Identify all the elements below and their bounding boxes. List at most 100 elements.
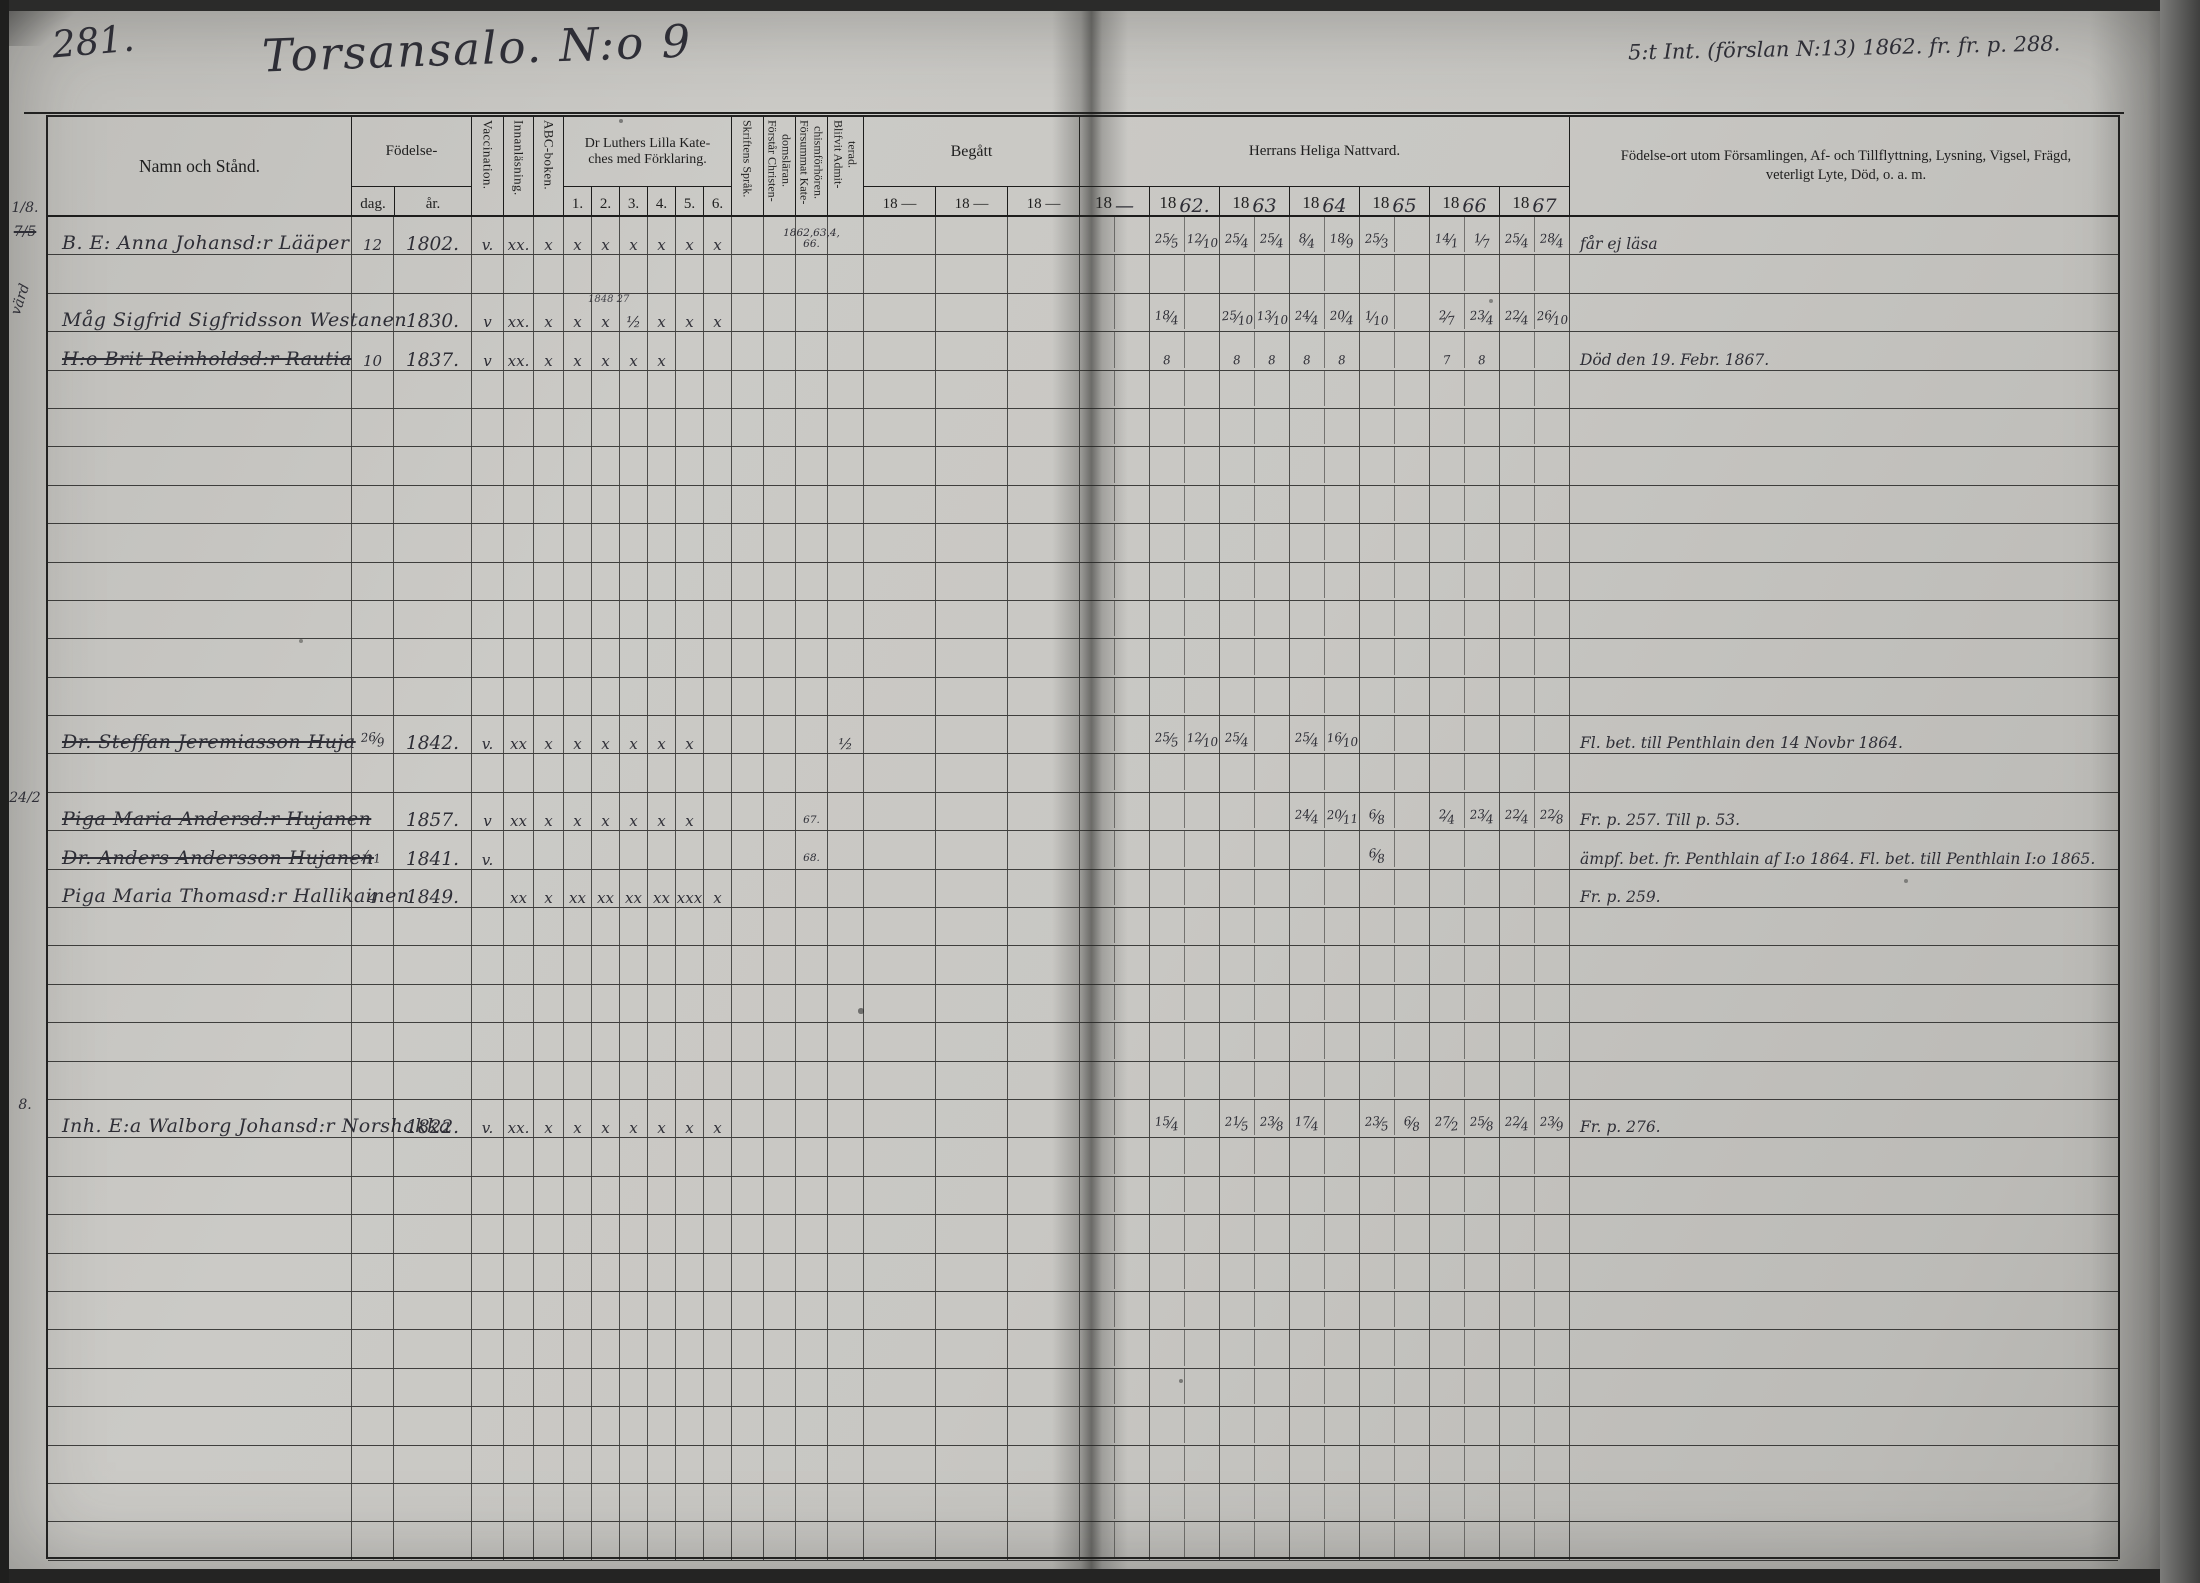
cell-name: B. E: Anna Johansd:r Lääper 1/8. 7/5 xyxy=(12,201,352,255)
nattvard-year-1862: 18 62. xyxy=(1150,187,1220,216)
communion-date: 23 ⁄ 9 xyxy=(1539,1114,1565,1134)
cell-k0 xyxy=(564,1253,592,1291)
nattvard-year-blank: 18— xyxy=(1080,187,1150,216)
cell-natt0 xyxy=(1080,562,1150,600)
handwritten-mark: xx xyxy=(510,889,527,908)
cell-k3: x xyxy=(648,293,676,332)
register-row xyxy=(48,1522,2118,1561)
cell-k5 xyxy=(704,1023,732,1061)
communion-date: 6 ⁄ 8 xyxy=(1403,1114,1421,1135)
cell-k0 xyxy=(564,831,592,869)
cell-k1 xyxy=(592,1253,620,1291)
cell-natt4 xyxy=(1360,1253,1430,1291)
cell-innan xyxy=(504,370,534,408)
cell-vacc xyxy=(472,1061,504,1099)
cell-beg0 xyxy=(864,217,936,255)
cell-note xyxy=(1570,639,2122,676)
cell-natt5: 27 ⁄ 2 25 ⁄ 8 xyxy=(1430,1099,1500,1138)
cell-beg1 xyxy=(936,869,1008,908)
cell-innan xyxy=(504,946,534,984)
communion-date: 25 ⁄ 4 xyxy=(1224,730,1250,751)
cell-natt4 xyxy=(1360,1407,1430,1445)
cell-forsummat xyxy=(796,1445,828,1483)
handwritten-mark: xx xyxy=(653,889,670,908)
cell-natt3 xyxy=(1290,1176,1360,1215)
cell-natt0 xyxy=(1080,1445,1150,1483)
cell-natt6 xyxy=(1500,869,1570,908)
handwritten-mark: x xyxy=(657,735,666,754)
register-row xyxy=(48,984,2118,1024)
cell-k1 xyxy=(592,831,620,869)
cell-innan xyxy=(504,1176,534,1215)
cell-natt1 xyxy=(1150,1368,1220,1407)
register-row xyxy=(48,1407,2118,1446)
cell-dag: 12 xyxy=(352,217,394,255)
cell-k3 xyxy=(648,908,676,946)
namn-label: Namn och Stånd. xyxy=(138,155,261,176)
cell-natt4 xyxy=(1360,1330,1430,1368)
cell-beg2 xyxy=(1008,562,1080,600)
cell-blifvit xyxy=(828,792,864,831)
cell-natt1 xyxy=(1150,255,1220,293)
cell-k3: x xyxy=(648,1099,676,1138)
cell-k4 xyxy=(676,754,704,792)
communion-date: 23 ⁄ 8 xyxy=(1259,1114,1285,1134)
handwritten-mark: ½ xyxy=(838,735,853,754)
cell-ar xyxy=(394,1445,472,1483)
communion-date: 20 ⁄ 11 xyxy=(1325,807,1359,828)
cell-ar: 1842. xyxy=(394,716,472,754)
cell-innan xyxy=(504,1215,534,1253)
cell-natt3 xyxy=(1290,984,1360,1023)
cell-beg1 xyxy=(936,908,1008,946)
cell-dag xyxy=(352,1522,394,1560)
cell-beg0 xyxy=(864,716,936,754)
cell-blifvit xyxy=(828,831,864,869)
cell-k3 xyxy=(648,1368,676,1407)
cell-forsummat xyxy=(796,984,828,1023)
cell-beg2 xyxy=(1008,1368,1080,1407)
cell-dag xyxy=(352,255,394,293)
cell-k2 xyxy=(620,1253,648,1291)
cell-ar xyxy=(394,1215,472,1253)
cell-beg1 xyxy=(936,562,1008,600)
cell-k3 xyxy=(648,447,676,485)
communion-date: 22 ⁄ 8 xyxy=(1539,806,1565,827)
cell-k5 xyxy=(704,1291,732,1330)
cell-ar: 1849. xyxy=(394,869,472,908)
person-name: Piga Maria Thomasd:r Hallikainen xyxy=(62,885,410,908)
cell-beg2 xyxy=(1008,1483,1080,1522)
cell-blifvit xyxy=(828,485,864,524)
cell-k3 xyxy=(648,524,676,562)
cell-vacc xyxy=(472,1291,504,1330)
cell-note xyxy=(1570,486,2122,523)
register-row xyxy=(48,1330,2118,1369)
cell-k0 xyxy=(564,1023,592,1061)
cell-natt1 xyxy=(1150,600,1220,639)
cell-beg0 xyxy=(864,984,936,1023)
cell-innan xyxy=(504,562,534,600)
cell-k5: x xyxy=(704,217,732,255)
cell-k5 xyxy=(704,984,732,1023)
register-row xyxy=(48,1445,2118,1484)
communion-date: 25 ⁄ 10 xyxy=(1220,308,1254,329)
cell-natt6 xyxy=(1500,716,1570,754)
cell-k5 xyxy=(704,908,732,946)
cell-name xyxy=(48,485,352,524)
cell-k5 xyxy=(704,600,732,639)
cell-k3 xyxy=(648,984,676,1023)
cell-ar xyxy=(394,1368,472,1407)
cell-natt5 xyxy=(1430,1138,1500,1176)
cell-blifvit xyxy=(828,332,864,370)
cell-natt2 xyxy=(1220,946,1290,984)
cell-forstar xyxy=(764,293,796,332)
cell-beg0 xyxy=(864,754,936,792)
scan-edge-bottom xyxy=(0,1569,2200,1583)
cell-dag xyxy=(352,370,394,408)
cell-beg1 xyxy=(936,831,1008,869)
cell-skrift xyxy=(732,754,764,792)
begatt-label: Begått xyxy=(864,117,1079,187)
cell-beg1 xyxy=(936,1099,1008,1138)
cell-beg2 xyxy=(1008,1445,1080,1483)
cell-innan xyxy=(504,447,534,485)
cell-skrift xyxy=(732,908,764,946)
